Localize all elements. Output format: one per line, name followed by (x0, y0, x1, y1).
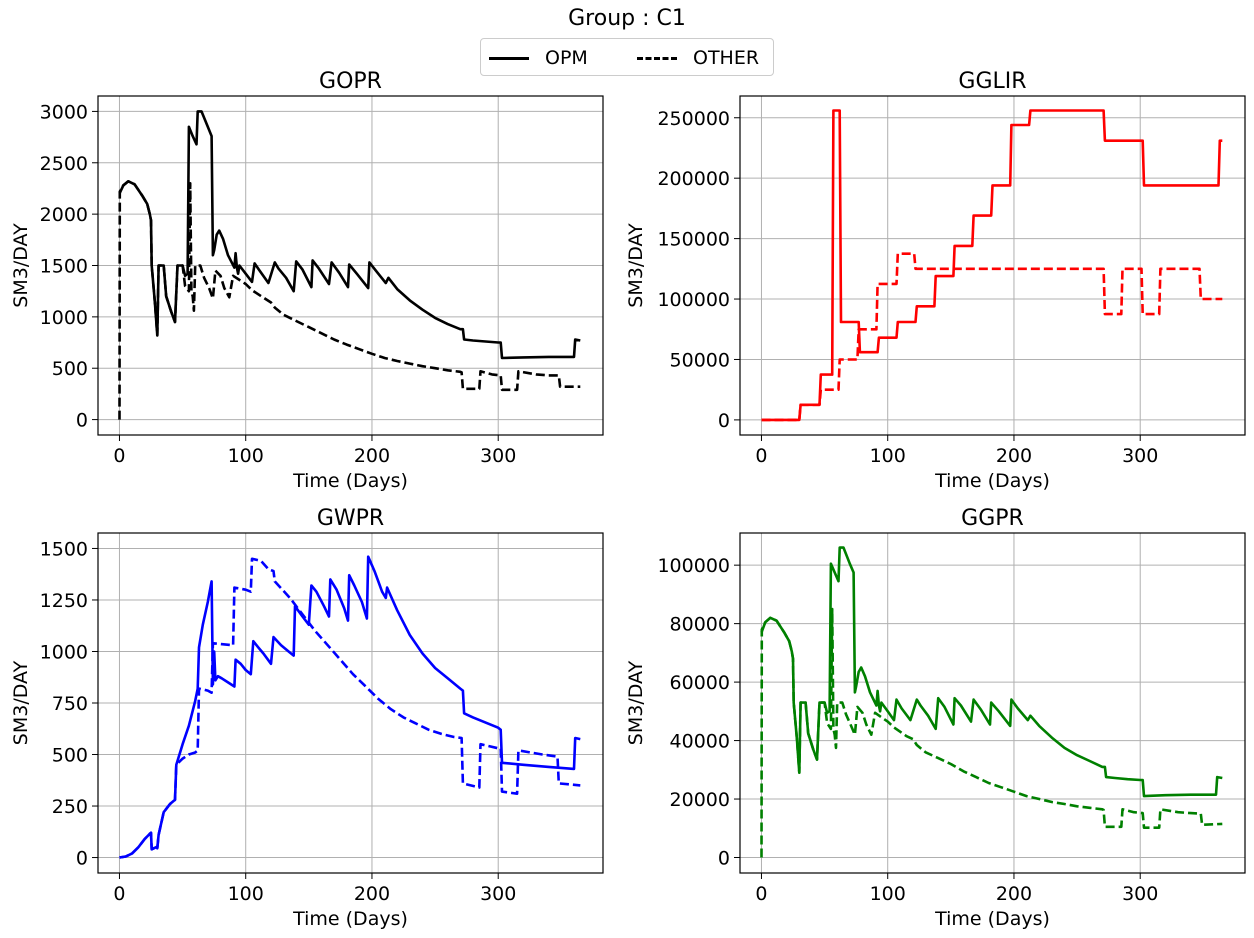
y-tick-label: 1500 (40, 256, 88, 278)
x-tick-label: 300 (480, 883, 516, 905)
legend: OPM OTHER (480, 38, 774, 76)
ggpr-ylabel: SM3/DAY (625, 660, 647, 745)
y-tick-label: 2500 (40, 153, 88, 175)
gopr-title: GOPR (319, 69, 382, 94)
y-tick-label: 200000 (657, 168, 730, 190)
y-tick-label: 1500 (40, 538, 88, 560)
x-tick-label: 200 (354, 883, 390, 905)
x-tick-label: 0 (113, 883, 125, 905)
y-tick-label: 1250 (40, 590, 88, 612)
y-tick-label: 500 (52, 358, 88, 380)
x-tick-label: 0 (755, 445, 767, 467)
ggpr-xlabel: Time (Days) (934, 908, 1050, 930)
ggpr-axes-frame (739, 532, 1246, 874)
y-tick-label: 0 (76, 410, 88, 432)
y-tick-label: 250 (52, 796, 88, 818)
x-tick-label: 100 (228, 445, 264, 467)
legend-label-other: OTHER (693, 47, 760, 69)
y-tick-label: 150000 (657, 229, 730, 251)
y-tick-label: 0 (76, 848, 88, 870)
y-tick-label: 750 (52, 693, 88, 715)
x-tick-label: 100 (870, 883, 906, 905)
y-tick-label: 0 (718, 410, 730, 432)
gopr-ylabel: SM3/DAY (10, 223, 32, 308)
legend-item-opm: OPM (489, 39, 588, 77)
gopr-series-other (118, 180, 581, 420)
y-tick-label: 1000 (40, 307, 88, 329)
ggpr-series-opm (760, 546, 1223, 798)
figure-title: Group : C1 (568, 6, 686, 31)
y-tick-label: 500 (52, 745, 88, 767)
ggpr-title: GGPR (961, 506, 1024, 531)
x-tick-label: 300 (1122, 445, 1158, 467)
gwpr-series-other (119, 557, 581, 859)
y-tick-label: 40000 (670, 731, 730, 753)
legend-swatch-solid (489, 56, 529, 60)
x-tick-label: 300 (1122, 883, 1158, 905)
y-tick-label: 2000 (40, 204, 88, 226)
x-tick-label: 0 (113, 445, 125, 467)
gopr-xlabel: Time (Days) (292, 470, 408, 492)
y-tick-label: 250000 (657, 108, 730, 130)
y-tick-label: 3000 (40, 101, 88, 123)
gglir-title: GGLIR (958, 69, 1026, 94)
y-tick-label: 60000 (670, 672, 730, 694)
ggpr-series-other (760, 607, 1223, 858)
gwpr-series-opm (119, 555, 581, 859)
gwpr-ylabel: SM3/DAY (10, 660, 32, 745)
x-tick-label: 0 (755, 883, 767, 905)
legend-item-other: OTHER (637, 39, 759, 77)
y-tick-label: 100000 (657, 555, 730, 577)
gglir-xlabel: Time (Days) (934, 470, 1050, 492)
x-tick-label: 200 (996, 445, 1032, 467)
legend-label-opm: OPM (545, 47, 588, 69)
y-tick-label: 80000 (670, 614, 730, 636)
x-tick-label: 200 (996, 883, 1032, 905)
x-tick-label: 100 (228, 883, 264, 905)
gglir-ylabel: SM3/DAY (625, 223, 647, 308)
y-tick-label: 50000 (670, 349, 730, 371)
y-tick-label: 1000 (40, 641, 88, 663)
gwpr-xlabel: Time (Days) (292, 908, 408, 930)
x-tick-label: 200 (354, 445, 390, 467)
gwpr-title: GWPR (317, 506, 384, 531)
y-tick-label: 20000 (670, 789, 730, 811)
y-tick-label: 100000 (657, 289, 730, 311)
gglir-series-other (761, 252, 1223, 422)
x-tick-label: 300 (480, 445, 516, 467)
x-tick-label: 100 (870, 445, 906, 467)
y-tick-label: 0 (718, 848, 730, 870)
gglir-axes-frame (739, 95, 1246, 436)
legend-swatch-dashed (637, 56, 677, 60)
gglir-series-opm (761, 109, 1223, 422)
